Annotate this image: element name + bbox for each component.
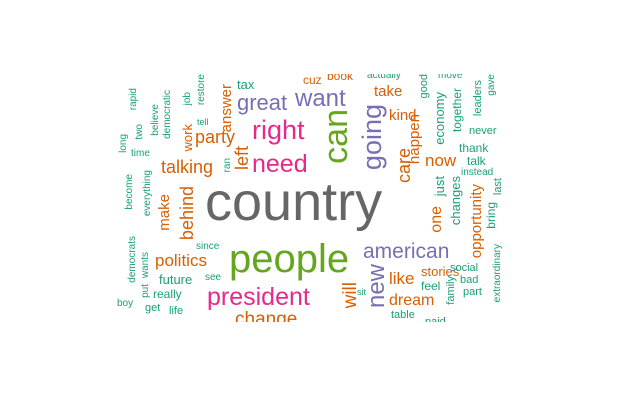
word-kind: kind [389,107,417,124]
word-left: left [232,146,252,171]
word-just: just [432,176,447,197]
word-good: good [418,74,430,99]
word-feel: feel [421,279,441,293]
word-now: now [425,151,457,170]
word-never: never [469,125,497,137]
word-president: president [207,283,310,311]
word-believe: believe [150,104,161,136]
word-dream: dream [389,292,435,309]
word-right: right [252,115,305,145]
word-rapid: rapid [128,88,139,111]
word-become: become [124,174,135,210]
word-last: last [492,178,504,196]
word-need: need [252,150,308,178]
word-bad: bad [460,274,479,286]
word-gave: gave [486,74,497,96]
word-take: take [374,83,403,100]
word-boy: boy [117,298,134,309]
word-table: table [391,309,415,321]
word-part: part [463,286,482,298]
word-people: people [229,237,350,281]
word-put: put [140,284,151,298]
word-opportunity: opportunity [468,184,485,259]
word-time: time [131,148,150,159]
word-like: like [389,269,415,288]
word-party: party [195,127,236,147]
word-democrats: democrats [127,236,138,283]
word-country: country [205,172,383,232]
word-politics: politics [155,251,207,270]
word-sit: sit [357,287,366,297]
word-stories: make [156,194,173,231]
word-leaders: leaders [472,80,484,117]
word-life: life [169,305,184,317]
word-get: get [145,302,161,314]
word-tell: tell [197,117,209,127]
word-cuz: cuz [303,74,322,87]
word-can: can [317,109,355,164]
word-make: future [159,272,193,287]
word-actually: actually [367,74,401,81]
word-new: new [363,264,390,309]
word-together: together [450,88,464,133]
word-move: move [438,74,463,81]
word-cloud: country people can president going right… [113,74,513,322]
word-future: tax [237,77,255,92]
word-really: answer [218,84,235,133]
word-changes: changes [448,176,463,226]
word-instead: instead [461,167,494,178]
word-book: book [327,74,354,83]
word-answer: really [153,287,182,301]
word-going: going [357,104,387,171]
word-thank: thank [459,141,489,155]
word-paid: paid [425,316,446,323]
word-ran: ran [222,158,233,173]
word-democratic: democratic [162,90,173,139]
word-wants: wants [140,252,151,279]
word-one: one [428,206,445,233]
word-everything: everything [142,170,153,217]
word-long: long [118,134,129,153]
word-since: since [196,241,220,252]
word-two: two [134,124,145,140]
word-talk: talk [467,154,486,168]
word-economy: economy [432,92,447,145]
word-american: american [363,240,450,263]
word-talking: talking [161,157,214,177]
word-bring: bring [484,202,498,229]
word-tax: stories [421,264,460,279]
word-extraordinary: extraordinary [492,244,503,303]
word-work: work [180,124,195,152]
word-behind: behind [177,186,197,241]
word-restore: restore [196,74,207,106]
word-job: job [182,92,193,106]
word-want: want [295,85,346,112]
word-great: great [237,90,288,115]
word-change: change [235,309,298,322]
word-family: family [445,276,457,305]
word-see: see [205,272,222,283]
word-social: social [450,262,479,274]
